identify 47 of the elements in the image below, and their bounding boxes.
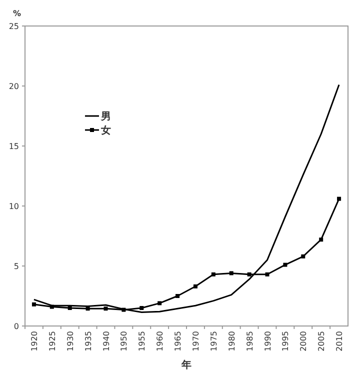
x-tick-label: 1990 [263,331,272,352]
point [265,272,270,276]
point [122,308,126,312]
y-tick-label: 20 [8,82,19,91]
point [140,306,144,310]
x-tick-label: 1950 [120,331,129,352]
point [32,302,36,306]
point [337,196,342,201]
point [68,306,72,310]
y-tick-label: 25 [8,22,19,31]
point [50,304,54,309]
x-tick-label: 1935 [84,331,93,352]
point [158,301,162,306]
point [176,294,180,298]
y-tick-label: 15 [8,142,19,151]
line-series [33,84,340,313]
x-tick-label: 1980 [227,331,236,352]
x-tick-label: 1955 [138,331,147,352]
y-tick-label: 5 [14,262,19,271]
x-tick-label: 1925 [48,331,57,352]
x-tick-label: 1940 [102,331,111,352]
x-tick-label: 1995 [281,331,290,352]
x-tick-label: 1970 [191,331,200,352]
point [247,272,252,276]
point [319,238,324,242]
x-tick-label: 1920 [30,331,39,352]
x-tick-label: 1930 [66,331,75,352]
legend-label: 女 [100,124,111,136]
x-tick-label: 1975 [209,331,218,352]
y-tick-label: 10 [8,202,19,211]
point [86,306,90,311]
point [104,306,108,311]
point [193,284,198,288]
x-tick-label: 1985 [245,331,254,352]
legend-label: 男 [100,110,111,122]
y-axis-title: % [12,9,22,18]
y-tick-label: 0 [14,322,19,331]
x-tick-label: 1960 [156,331,165,352]
point [229,271,234,276]
x-tick-label: 2000 [299,331,308,352]
x-tick-label: 1965 [174,331,183,352]
x-tick-label: 2005 [317,331,326,352]
point [301,254,306,258]
point [283,262,288,267]
x-axis-title: 年 [180,359,192,371]
x-tick-label: 2010 [335,331,344,352]
point [211,272,216,276]
